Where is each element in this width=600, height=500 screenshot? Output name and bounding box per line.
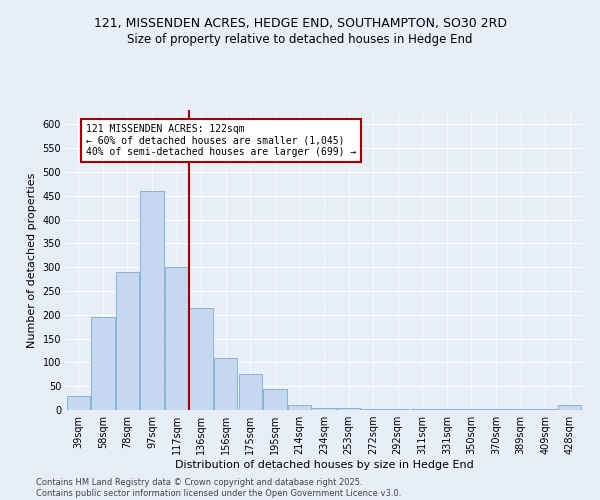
Y-axis label: Number of detached properties: Number of detached properties xyxy=(27,172,37,348)
Bar xyxy=(190,308,213,410)
Bar xyxy=(116,272,139,410)
Bar xyxy=(140,191,164,410)
X-axis label: Distribution of detached houses by size in Hedge End: Distribution of detached houses by size … xyxy=(175,460,473,470)
Text: 121 MISSENDEN ACRES: 122sqm
← 60% of detached houses are smaller (1,045)
40% of : 121 MISSENDEN ACRES: 122sqm ← 60% of det… xyxy=(86,124,356,158)
Bar xyxy=(386,408,409,410)
Text: Size of property relative to detached houses in Hedge End: Size of property relative to detached ho… xyxy=(127,32,473,46)
Bar xyxy=(484,409,508,410)
Bar xyxy=(410,409,434,410)
Bar xyxy=(435,409,458,410)
Bar xyxy=(214,358,238,410)
Bar xyxy=(288,405,311,410)
Bar xyxy=(533,409,557,410)
Bar xyxy=(239,374,262,410)
Bar xyxy=(165,267,188,410)
Bar xyxy=(337,408,360,410)
Text: 121, MISSENDEN ACRES, HEDGE END, SOUTHAMPTON, SO30 2RD: 121, MISSENDEN ACRES, HEDGE END, SOUTHAM… xyxy=(94,18,506,30)
Bar xyxy=(361,408,385,410)
Bar xyxy=(558,405,581,410)
Bar xyxy=(313,408,335,410)
Bar xyxy=(460,409,483,410)
Bar xyxy=(67,396,90,410)
Bar xyxy=(263,388,287,410)
Text: Contains HM Land Registry data © Crown copyright and database right 2025.
Contai: Contains HM Land Registry data © Crown c… xyxy=(36,478,401,498)
Bar xyxy=(509,409,532,410)
Bar xyxy=(91,317,115,410)
